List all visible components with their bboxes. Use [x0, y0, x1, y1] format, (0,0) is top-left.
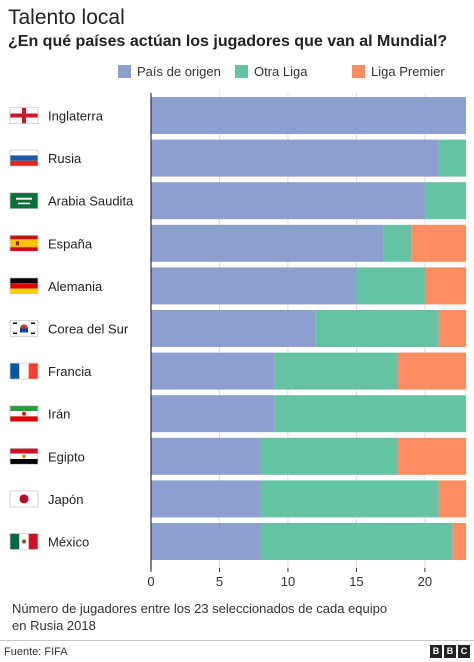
- bar-segment: [424, 182, 466, 220]
- bar-segment: [438, 310, 466, 347]
- category-label: Arabia Saudita: [48, 194, 134, 209]
- legend-label-origin: País de origen: [137, 64, 221, 79]
- england-flag: [9, 107, 39, 124]
- bar-segment: [151, 182, 425, 220]
- bar-segment: [397, 352, 466, 390]
- mexico-flag: [9, 533, 39, 550]
- bar-segment: [356, 267, 425, 305]
- bar-segment: [151, 523, 261, 560]
- bar-segment: [151, 224, 384, 262]
- bar-segment: [151, 480, 261, 518]
- x-tick-label: 5: [216, 574, 223, 589]
- chart-note: Número de jugadores entre los 23 selecci…: [12, 600, 452, 634]
- legend-item-origin: País de origen: [118, 64, 221, 79]
- category-label: Irán: [48, 407, 70, 422]
- bar-segment: [315, 310, 439, 347]
- x-tick-label: 20: [418, 574, 432, 589]
- bar-segment: [383, 224, 412, 262]
- japan-flag: [9, 490, 39, 508]
- bar-segment: [151, 310, 316, 347]
- iran-flag: [9, 405, 39, 423]
- saudi-arabia-flag: [9, 192, 39, 210]
- chart-subtitle: ¿En qué países actúan los jugadores que …: [8, 33, 448, 50]
- footer-divider: [0, 640, 474, 641]
- category-label: México: [48, 535, 89, 550]
- bar-segment: [260, 523, 453, 560]
- bar-segment: [274, 352, 398, 390]
- russia-flag: [9, 149, 39, 167]
- category-label: Inglaterra: [48, 109, 104, 124]
- legend-swatch-origin: [118, 65, 131, 78]
- category-label: Egipto: [48, 449, 85, 464]
- bar-segment: [424, 267, 466, 305]
- bar-segment: [438, 139, 466, 177]
- bar-segment: [260, 437, 398, 475]
- chart-title: Talento local: [8, 6, 125, 29]
- category-label: Corea del Sur: [48, 322, 129, 337]
- bar-segment: [397, 437, 466, 475]
- category-label: Japón: [48, 492, 83, 507]
- legend-item-other-league: Otra Liga: [235, 64, 307, 79]
- legend-swatch-other-league: [235, 65, 248, 78]
- legend-item-premier-league: Liga Premier: [352, 64, 445, 79]
- bar-segment: [438, 480, 466, 518]
- x-tick-label: 15: [349, 574, 363, 589]
- germany-flag: [9, 277, 39, 295]
- category-label: Alemania: [48, 279, 103, 294]
- bar-segment: [151, 395, 275, 433]
- south-korea-flag: [9, 320, 39, 337]
- bar-segment: [151, 97, 466, 134]
- bar-segment: [151, 267, 357, 305]
- bar-segment: [452, 523, 466, 560]
- bar-segment: [151, 139, 439, 177]
- category-label: Francia: [48, 364, 92, 379]
- bar-segment: [411, 224, 466, 262]
- legend-swatch-premier-league: [352, 65, 365, 78]
- category-label: Rusia: [48, 151, 82, 166]
- chart-legend: País de origen Otra Liga Liga Premier: [0, 64, 474, 82]
- spain-flag: [9, 234, 39, 252]
- bar-segment: [274, 395, 466, 433]
- bar-segment: [151, 437, 261, 475]
- bbc-logo-letter: B: [430, 645, 442, 658]
- legend-label-premier-league: Liga Premier: [371, 64, 445, 79]
- x-tick-label: 0: [147, 574, 154, 589]
- category-label: España: [48, 236, 93, 251]
- bar-segment: [151, 352, 275, 390]
- bar-segment: [260, 480, 439, 518]
- note-text: Número de jugadores entre los 23 selecci…: [12, 601, 388, 633]
- x-tick-label: 10: [281, 574, 295, 589]
- bbc-logo-letter: C: [458, 645, 470, 658]
- legend-label-other-league: Otra Liga: [254, 64, 308, 79]
- egypt-flag: [9, 447, 39, 465]
- france-flag: [9, 362, 39, 380]
- bbc-logo: B B C: [430, 645, 470, 658]
- chart-plot: Inglaterra Rusia Arabia Saudita España Alema…: [9, 93, 466, 589]
- source-text: Fuente: FIFA: [4, 646, 68, 658]
- bbc-logo-letter: B: [444, 645, 456, 658]
